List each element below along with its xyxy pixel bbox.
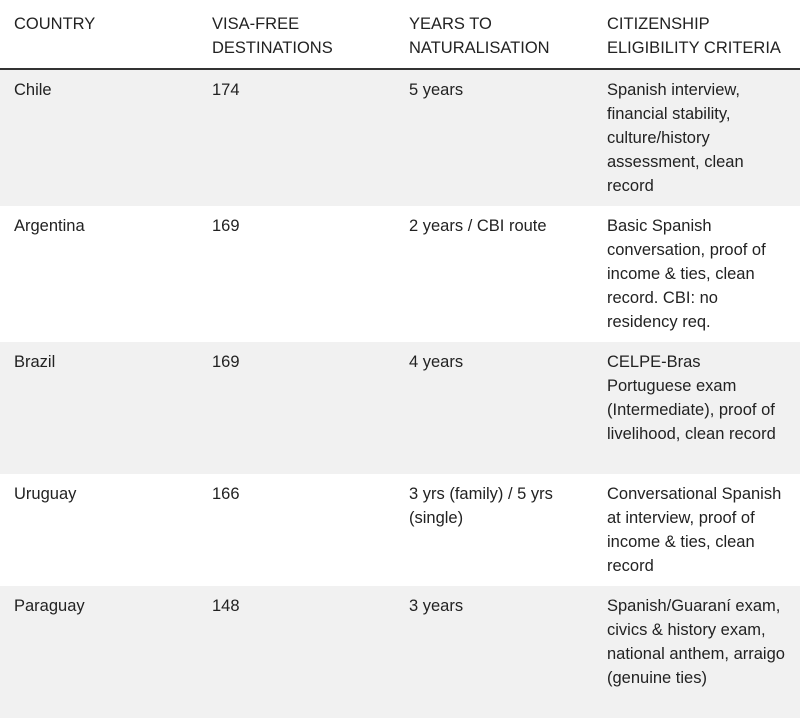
- table-cell: Chile: [14, 81, 52, 99]
- table-row: Uruguay 166 3 yrs (family) / 5 yrs (single…: [0, 474, 800, 586]
- table-row: Argentina 169 2 years / CBI route Basic Spa…: [0, 206, 800, 342]
- table-cell: Spanish interview, financial stability, …: [607, 81, 744, 195]
- table-cell: 3 yrs (family) / 5 yrs (single): [409, 485, 553, 527]
- table-cell: CELPE-Bras Portuguese exam (Intermediate…: [607, 353, 776, 443]
- table-row: Brazil 169 4 years CELPE-Bras Portuguese ex…: [0, 342, 800, 474]
- table-cell: 4 years: [409, 353, 464, 371]
- table-header: COUNTRY VISA-FREE DESTINATIONS YEARS TO NA…: [0, 0, 800, 70]
- table-row: Chile 174 5 years Spanish interview, financ…: [0, 69, 800, 206]
- table-cell: Conversational Spanish at interview, pro…: [607, 485, 782, 575]
- column-header: CITIZENSHIP ELIGIBILITY CRITERIA: [593, 0, 800, 70]
- table-body: Chile 174 5 years Spanish interview, financ…: [0, 69, 800, 718]
- column-header: COUNTRY: [0, 0, 198, 70]
- table-cell: 169: [212, 217, 240, 235]
- header-row: COUNTRY VISA-FREE DESTINATIONS YEARS TO NA…: [0, 0, 800, 70]
- table-cell: Spanish/Guaraní exam, civics & history e…: [607, 597, 785, 687]
- table-cell: Brazil: [14, 353, 56, 371]
- column-header: VISA-FREE DESTINATIONS: [198, 0, 395, 70]
- table-cell: Paraguay: [14, 597, 85, 615]
- table-cell: Argentina: [14, 217, 85, 235]
- table-cell: Basic Spanish conversation, proof of inc…: [607, 217, 766, 331]
- column-header: YEARS TO NATURALISATION: [395, 0, 593, 70]
- table-row: Paraguay 148 3 years Spanish/Guaraní exam, …: [0, 586, 800, 718]
- table-cell: 3 years: [409, 597, 464, 615]
- table-cell: 169: [212, 353, 240, 371]
- table-cell: 148: [212, 597, 240, 615]
- table-cell: 5 years: [409, 81, 464, 99]
- table-cell: 166: [212, 485, 240, 503]
- table-cell: 174: [212, 81, 240, 99]
- table-cell: 2 years / CBI route: [409, 217, 547, 235]
- table-cell: Uruguay: [14, 485, 77, 503]
